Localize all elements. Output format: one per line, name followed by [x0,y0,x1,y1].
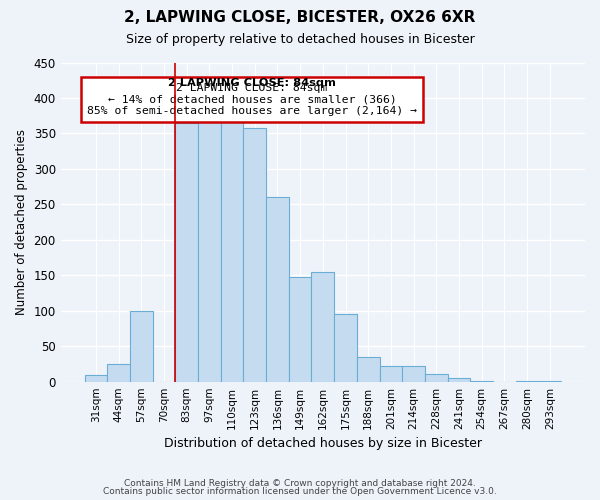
Bar [425,374,448,382]
Bar [334,314,357,382]
Text: 2 LAPWING CLOSE: 84sqm
← 14% of detached houses are smaller (366)
85% of semi-de: 2 LAPWING CLOSE: 84sqm ← 14% of detached… [87,82,417,116]
Bar [380,366,402,382]
Bar [107,364,130,382]
Bar [402,366,425,382]
X-axis label: Distribution of detached houses by size in Bicester: Distribution of detached houses by size … [164,437,482,450]
Bar [538,381,561,382]
Bar [221,116,244,382]
Y-axis label: Number of detached properties: Number of detached properties [15,129,28,315]
Bar [130,311,152,382]
Bar [85,374,107,382]
Bar [357,357,380,382]
Text: Contains public sector information licensed under the Open Government Licence v3: Contains public sector information licen… [103,487,497,496]
Text: Size of property relative to detached houses in Bicester: Size of property relative to detached ho… [125,32,475,46]
Bar [266,198,289,382]
Bar [470,381,493,382]
Bar [198,119,221,382]
Text: 2, LAPWING CLOSE, BICESTER, OX26 6XR: 2, LAPWING CLOSE, BICESTER, OX26 6XR [124,10,476,25]
Bar [289,276,311,382]
Text: 2 LAPWING CLOSE: 84sqm: 2 LAPWING CLOSE: 84sqm [168,78,336,88]
Bar [175,123,198,382]
Bar [311,272,334,382]
Bar [448,378,470,382]
Bar [516,381,538,382]
Bar [244,128,266,382]
Text: Contains HM Land Registry data © Crown copyright and database right 2024.: Contains HM Land Registry data © Crown c… [124,478,476,488]
